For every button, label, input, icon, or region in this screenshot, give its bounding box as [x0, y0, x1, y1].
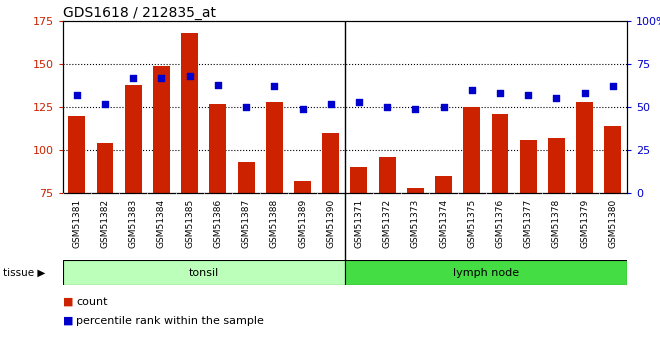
- Point: [608, 83, 618, 89]
- Text: GSM51381: GSM51381: [73, 199, 81, 248]
- Text: lymph node: lymph node: [453, 268, 519, 277]
- Text: GSM51373: GSM51373: [411, 199, 420, 248]
- Bar: [548, 138, 565, 193]
- Bar: [605, 126, 621, 193]
- Point: [438, 104, 449, 110]
- Bar: [492, 114, 508, 193]
- Bar: [63, 260, 345, 285]
- Point: [269, 83, 280, 89]
- Text: GDS1618 / 212835_at: GDS1618 / 212835_at: [63, 6, 216, 20]
- Point: [551, 96, 562, 101]
- Point: [297, 106, 308, 111]
- Point: [354, 99, 364, 105]
- Bar: [294, 181, 311, 193]
- Bar: [153, 66, 170, 193]
- Bar: [345, 260, 627, 285]
- Text: GSM51384: GSM51384: [157, 199, 166, 248]
- Text: tissue ▶: tissue ▶: [3, 268, 46, 277]
- Point: [579, 90, 590, 96]
- Point: [382, 104, 393, 110]
- Bar: [322, 133, 339, 193]
- Text: count: count: [76, 297, 108, 307]
- Point: [410, 106, 420, 111]
- Point: [184, 73, 195, 79]
- Text: GSM51389: GSM51389: [298, 199, 307, 248]
- Text: GSM51383: GSM51383: [129, 199, 138, 248]
- Text: GSM51375: GSM51375: [467, 199, 477, 248]
- Point: [523, 92, 533, 98]
- Text: GSM51371: GSM51371: [354, 199, 364, 248]
- Text: GSM51390: GSM51390: [326, 199, 335, 248]
- Bar: [350, 167, 368, 193]
- Text: ■: ■: [63, 297, 73, 307]
- Text: GSM51380: GSM51380: [609, 199, 617, 248]
- Text: GSM51388: GSM51388: [270, 199, 279, 248]
- Point: [100, 101, 110, 106]
- Bar: [96, 143, 114, 193]
- Point: [241, 104, 251, 110]
- Point: [495, 90, 506, 96]
- Text: GSM51378: GSM51378: [552, 199, 561, 248]
- Point: [467, 87, 477, 92]
- Text: tonsil: tonsil: [189, 268, 219, 277]
- Point: [156, 75, 167, 80]
- Bar: [407, 188, 424, 193]
- Bar: [576, 102, 593, 193]
- Point: [325, 101, 336, 106]
- Bar: [238, 162, 255, 193]
- Text: GSM51379: GSM51379: [580, 199, 589, 248]
- Text: ■: ■: [63, 316, 73, 326]
- Text: GSM51387: GSM51387: [242, 199, 251, 248]
- Point: [128, 75, 139, 80]
- Bar: [182, 33, 198, 193]
- Text: GSM51386: GSM51386: [213, 199, 222, 248]
- Bar: [266, 102, 282, 193]
- Bar: [125, 85, 142, 193]
- Text: GSM51377: GSM51377: [524, 199, 533, 248]
- Text: GSM51376: GSM51376: [496, 199, 504, 248]
- Bar: [209, 104, 226, 193]
- Text: GSM51385: GSM51385: [185, 199, 194, 248]
- Text: GSM51382: GSM51382: [100, 199, 110, 248]
- Text: GSM51374: GSM51374: [439, 199, 448, 248]
- Point: [71, 92, 82, 98]
- Text: percentile rank within the sample: percentile rank within the sample: [76, 316, 264, 326]
- Bar: [379, 157, 395, 193]
- Point: [213, 82, 223, 87]
- Bar: [520, 140, 537, 193]
- Bar: [69, 116, 85, 193]
- Text: GSM51372: GSM51372: [383, 199, 391, 248]
- Bar: [435, 176, 452, 193]
- Bar: [463, 107, 480, 193]
